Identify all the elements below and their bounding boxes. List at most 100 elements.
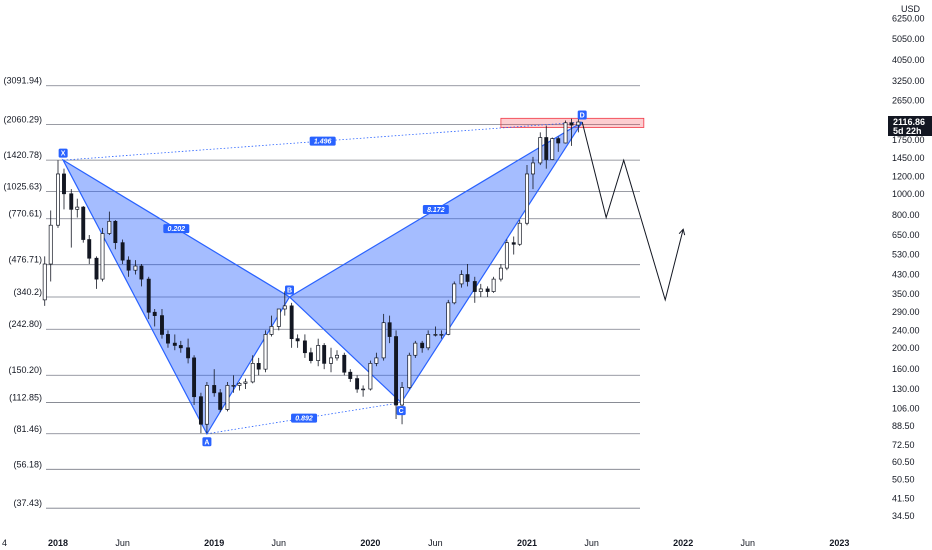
candle-body <box>517 222 522 245</box>
svg-text:A: A <box>204 439 209 446</box>
svg-text:1.496: 1.496 <box>314 139 332 146</box>
candle-body <box>511 242 516 245</box>
candle-body <box>139 265 144 280</box>
candle-body <box>420 342 425 349</box>
bar-countdown: 5d 22h <box>893 126 922 136</box>
time-tick: Jun <box>741 538 756 548</box>
fib-label: (2060.29) <box>3 115 42 125</box>
fib-label: (150.20) <box>8 365 42 375</box>
svg-text:0.892: 0.892 <box>295 416 313 423</box>
price-tick: 130.00 <box>892 384 920 394</box>
candle-body <box>361 388 366 391</box>
price-tick: 530.00 <box>892 250 920 260</box>
candle-body <box>394 336 399 406</box>
candle-body <box>237 382 242 386</box>
currency-label: USD <box>901 4 921 14</box>
fib-label: (340.2) <box>13 287 42 297</box>
ratio-label[interactable]: 1.496 <box>309 136 336 146</box>
candle-body <box>48 224 53 265</box>
candle-body <box>348 371 353 379</box>
fib-label: (242.80) <box>8 319 42 329</box>
candle-body <box>525 173 529 224</box>
candle-body <box>212 385 217 394</box>
candle-body <box>225 385 230 410</box>
candle-body <box>544 137 549 160</box>
candle-body <box>413 342 418 356</box>
candle-body <box>69 193 74 210</box>
svg-text:0.202: 0.202 <box>168 226 186 233</box>
price-axis[interactable]: USD 6250.00 5050.00 4050.00 3250.00 2650.00 1… <box>888 4 932 521</box>
candle-body <box>556 138 561 144</box>
candle-body <box>433 334 438 336</box>
candle-body <box>276 308 281 327</box>
candle-body <box>231 385 236 387</box>
point-b-label[interactable]: B <box>285 285 295 295</box>
projection-line[interactable] <box>581 121 684 302</box>
time-tick: 2019 <box>204 538 224 548</box>
candle-body <box>87 239 92 259</box>
price-tick: 1750.00 <box>892 135 925 145</box>
candle-body <box>126 259 131 271</box>
price-tick: 6250.00 <box>892 13 925 23</box>
price-tick: 106.00 <box>892 404 920 414</box>
candle-body <box>472 281 477 292</box>
candle-body <box>316 345 321 361</box>
candle-body <box>335 354 339 359</box>
candle-body <box>485 288 490 292</box>
candle-body <box>133 265 138 271</box>
point-d-label[interactable]: D <box>577 110 587 120</box>
candle-body <box>160 315 164 335</box>
candle-body <box>269 326 274 335</box>
candle-body <box>295 338 300 342</box>
candle-body <box>478 288 483 292</box>
svg-text:C: C <box>399 408 404 415</box>
candle-body <box>250 363 255 383</box>
candle-body <box>342 354 347 373</box>
time-tick: 4 <box>2 538 7 548</box>
candle-body <box>62 173 66 195</box>
fib-label: (770.61) <box>8 209 42 219</box>
fib-label: (81.46) <box>13 424 42 434</box>
ratio-label[interactable]: 0.202 <box>163 224 190 234</box>
candle-body <box>56 173 60 226</box>
candle-body <box>446 302 451 335</box>
candle-body <box>172 342 177 346</box>
time-axis[interactable]: 4 2018 Jun 2019 Jun 2020 Jun 2021 Jun 2022 Jun 2023 <box>2 538 849 548</box>
candle-body <box>178 345 183 349</box>
fib-label: (37.43) <box>13 498 42 508</box>
ratio-label[interactable]: 0.892 <box>291 413 318 423</box>
candle-body <box>75 206 80 210</box>
projection-path <box>581 121 686 302</box>
point-a-label[interactable]: A <box>202 437 212 447</box>
point-c-label[interactable]: C <box>396 406 406 416</box>
candle-body <box>243 381 248 384</box>
price-tick: 240.00 <box>892 325 920 335</box>
candle-body <box>459 274 464 285</box>
fib-label: (1420.78) <box>3 150 42 160</box>
time-tick: Jun <box>428 538 443 548</box>
bcd-triangle[interactable] <box>288 121 583 404</box>
candle-body <box>100 233 105 280</box>
pattern-labels: X A B C D 0.202 1.496 0.892 8.172 <box>58 110 587 447</box>
price-tick: 650.00 <box>892 230 920 240</box>
candle-body <box>569 122 574 126</box>
candle-body <box>400 387 404 406</box>
candle-body <box>355 378 360 390</box>
svg-text:B: B <box>287 287 292 294</box>
price-tick: 160.00 <box>892 364 920 374</box>
candle-body <box>426 334 431 349</box>
candle-body <box>563 122 568 144</box>
price-tick: 290.00 <box>892 307 920 317</box>
price-tick: 3250.00 <box>892 76 925 86</box>
price-tick: 1000.00 <box>892 189 925 199</box>
ratio-label[interactable]: 8.172 <box>422 204 449 214</box>
candle-body <box>146 278 151 313</box>
price-tick: 50.50 <box>892 475 915 485</box>
candle-body <box>289 305 294 340</box>
candle-body <box>322 345 327 364</box>
candle-body <box>452 283 457 304</box>
price-tick: 60.50 <box>892 457 915 467</box>
point-x-label[interactable]: X <box>58 148 68 158</box>
candle-body <box>576 121 581 126</box>
